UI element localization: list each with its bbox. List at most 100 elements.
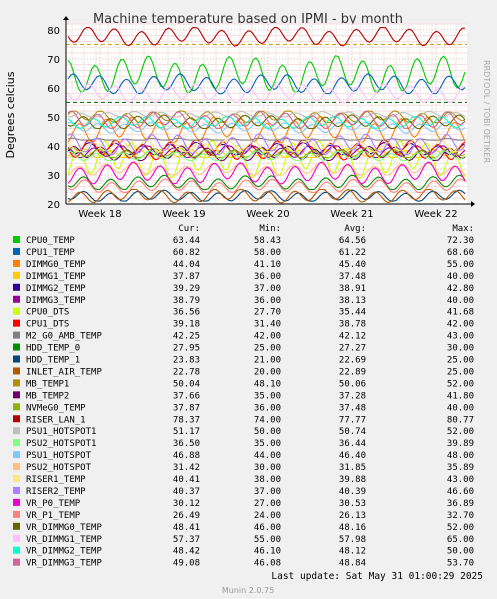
legend-series-name: DIMMG0_TEMP	[26, 260, 86, 270]
legend-series-name: HDD_TEMP_0	[26, 344, 80, 354]
legend-series-name: PSU2_HOTSPOT1	[26, 439, 96, 449]
legend-value-max: 42.00	[447, 320, 474, 330]
legend-series-name: RISER_LAN_1	[26, 415, 86, 425]
legend-value-cur: 39.18	[173, 320, 200, 330]
legend-value-avg: 61.22	[339, 248, 366, 258]
legend-series-name: CPU0_DTS	[26, 308, 69, 318]
legend-value-min: 38.00	[254, 475, 281, 485]
legend-value-cur: 51.17	[173, 427, 200, 437]
legend-value-max: 52.00	[447, 379, 474, 389]
series-line-cpu1-temp	[67, 73, 466, 95]
legend-value-max: 39.89	[447, 439, 474, 449]
series-line-riser2-temp	[67, 133, 466, 156]
legend-swatch	[13, 534, 20, 542]
series-line-psu1-hotspot1	[68, 110, 466, 118]
legend-series-name: DIMMG3_TEMP	[26, 296, 86, 306]
legend-value-max: 65.00	[447, 535, 474, 545]
legend-value-avg: 57.98	[339, 535, 366, 545]
legend-value-max: 50.00	[447, 547, 474, 557]
legend-value-min: 44.00	[254, 451, 281, 461]
legend-series-name: CPU0_TEMP	[26, 236, 75, 246]
x-tick-label: Week 21	[330, 209, 373, 220]
series-line-vr-p0-temp	[67, 161, 466, 185]
y-axis-label: Degrees celcius	[4, 71, 17, 158]
legend-series-name: VR_P1_TEMP	[26, 511, 81, 521]
legend-value-cur: 40.37	[173, 487, 200, 497]
legend-value-min: 35.00	[254, 391, 281, 401]
legend-value-min: 27.70	[254, 308, 281, 318]
legend-value-max: 30.00	[447, 344, 474, 354]
series-line-vr-p1-temp	[67, 178, 466, 193]
legend-value-avg: 22.69	[339, 356, 366, 366]
legend-value-cur: 27.95	[173, 344, 200, 354]
legend-swatch	[13, 259, 20, 267]
legend-value-max: 32.70	[447, 511, 474, 521]
legend-value-max: 55.00	[447, 260, 474, 270]
legend-value-max: 42.80	[447, 284, 474, 294]
legend-value-min: 20.00	[254, 367, 281, 377]
y-tick-label: 70	[47, 55, 60, 66]
legend-value-avg: 37.28	[339, 391, 366, 401]
legend-column-header: Min:	[259, 224, 281, 234]
legend-value-avg: 36.44	[339, 439, 366, 449]
legend-value-min: 58.00	[254, 248, 281, 258]
legend-value-min: 58.43	[254, 236, 281, 246]
series-line-psu2-hotspot1	[67, 150, 466, 162]
legend-value-min: 48.10	[254, 379, 281, 389]
legend-value-avg: 27.27	[339, 344, 366, 354]
series-line-m2-g0-amb-temp	[67, 137, 466, 141]
legend-swatch	[13, 403, 20, 411]
series-line-cpu0-temp	[67, 55, 466, 94]
legend-value-max: 43.00	[447, 475, 474, 485]
y-tick-label: 80	[47, 26, 60, 37]
legend-value-max: 36.89	[447, 499, 474, 509]
y-tick-label: 40	[47, 142, 60, 153]
y-tick-label: 50	[47, 113, 60, 124]
legend-series-name: PSU2_HOTSPOT	[26, 463, 92, 473]
legend-value-max: 40.00	[447, 272, 474, 282]
x-axis-arrow	[471, 201, 475, 207]
series-line-vr-dimmg3-temp	[67, 110, 466, 129]
legend-swatch	[13, 271, 20, 279]
legend-value-avg: 48.12	[339, 547, 366, 557]
legend-swatch	[13, 283, 20, 291]
legend-swatch	[13, 439, 20, 447]
legend-swatch	[13, 451, 20, 459]
legend-swatch	[13, 427, 20, 435]
legend-value-cur: 26.49	[173, 511, 200, 521]
legend-series-name: VR_DIMMG2_TEMP	[26, 547, 102, 557]
legend-value-max: 35.89	[447, 463, 474, 473]
legend-swatch	[13, 463, 20, 471]
legend-value-avg: 42.12	[339, 332, 366, 342]
legend-value-min: 55.00	[254, 535, 281, 545]
x-tick-label: Week 22	[414, 209, 457, 220]
legend-value-avg: 46.40	[339, 451, 366, 461]
legend-value-max: 43.00	[447, 332, 474, 342]
series-line-riser1-temp	[67, 139, 466, 153]
legend-value-cur: 40.41	[173, 475, 200, 485]
legend-series-name: DIMMG1_TEMP	[26, 272, 86, 282]
legend-column-header: Avg:	[344, 224, 366, 234]
legend-value-cur: 36.50	[173, 439, 200, 449]
legend-value-max: 25.00	[447, 356, 474, 366]
legend-value-cur: 48.42	[173, 547, 200, 557]
legend-value-min: 36.00	[254, 272, 281, 282]
legend-swatch	[13, 558, 20, 566]
legend-value-min: 27.00	[254, 499, 281, 509]
legend-series-name: DIMMG2_TEMP	[26, 284, 86, 294]
legend-series-name: RISER2_TEMP	[26, 487, 86, 497]
legend-swatch	[13, 498, 20, 506]
legend-value-cur: 38.79	[173, 296, 200, 306]
legend-series-name: MB_TEMP2	[26, 391, 69, 401]
legend-swatch	[13, 486, 20, 494]
legend-series-name: HDD_TEMP_1	[26, 356, 80, 366]
legend-swatch	[13, 379, 20, 387]
x-tick-label: Week 19	[162, 209, 205, 220]
legend-swatch	[13, 343, 20, 351]
legend-series-name: CPU1_TEMP	[26, 248, 75, 258]
legend-value-max: 40.00	[447, 403, 474, 413]
chart-title: Machine temperature based on IPMI - by m…	[93, 12, 403, 27]
legend-value-min: 46.08	[254, 559, 281, 569]
legend-value-avg: 37.48	[339, 272, 366, 282]
